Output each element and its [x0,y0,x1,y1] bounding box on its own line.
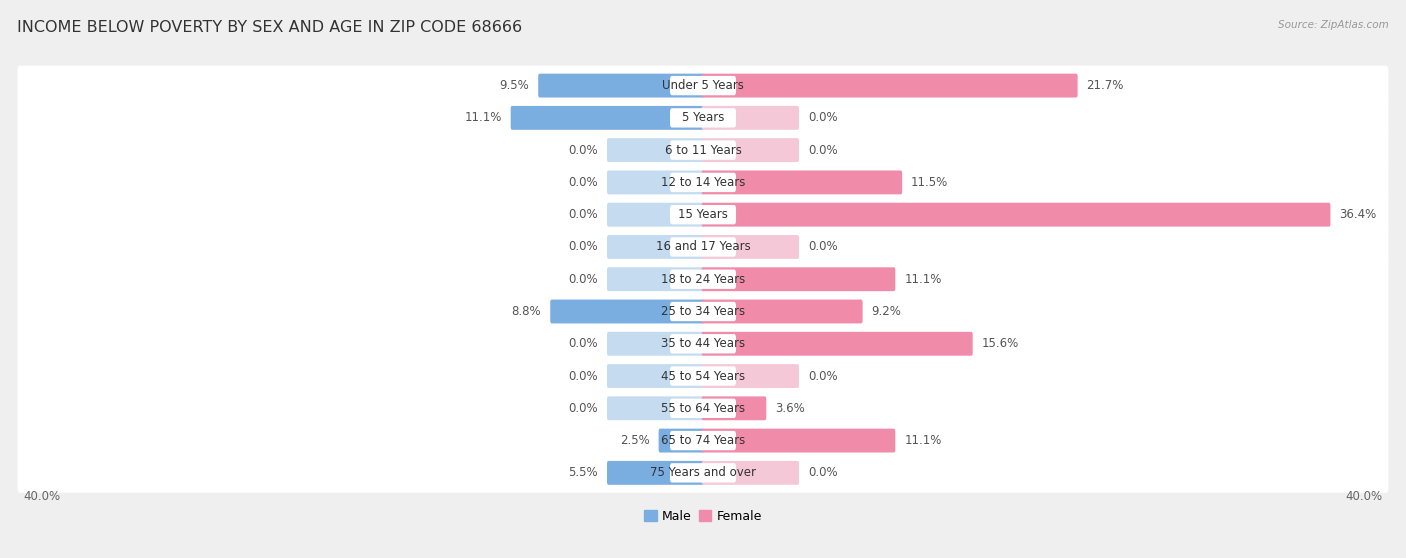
FancyBboxPatch shape [702,170,903,194]
FancyBboxPatch shape [18,98,1388,138]
FancyBboxPatch shape [671,173,735,192]
Text: 18 to 24 Years: 18 to 24 Years [661,273,745,286]
FancyBboxPatch shape [671,302,735,321]
Text: 8.8%: 8.8% [512,305,541,318]
FancyBboxPatch shape [18,388,1388,429]
FancyBboxPatch shape [18,421,1388,460]
FancyBboxPatch shape [702,332,973,355]
Text: INCOME BELOW POVERTY BY SEX AND AGE IN ZIP CODE 68666: INCOME BELOW POVERTY BY SEX AND AGE IN Z… [17,20,522,35]
FancyBboxPatch shape [550,300,704,324]
Text: 12 to 14 Years: 12 to 14 Years [661,176,745,189]
FancyBboxPatch shape [18,324,1388,364]
FancyBboxPatch shape [702,396,766,420]
Text: 35 to 44 Years: 35 to 44 Years [661,337,745,350]
Text: 5.5%: 5.5% [568,466,598,479]
Text: 45 to 54 Years: 45 to 54 Years [661,369,745,383]
FancyBboxPatch shape [671,398,735,418]
FancyBboxPatch shape [671,270,735,289]
FancyBboxPatch shape [18,66,1388,105]
FancyBboxPatch shape [18,259,1388,299]
FancyBboxPatch shape [702,203,1330,227]
Text: 6 to 11 Years: 6 to 11 Years [665,143,741,157]
FancyBboxPatch shape [607,170,704,194]
FancyBboxPatch shape [18,162,1388,203]
FancyBboxPatch shape [607,396,704,420]
FancyBboxPatch shape [510,106,704,130]
Text: 11.1%: 11.1% [464,112,502,124]
Text: 11.1%: 11.1% [904,273,942,286]
FancyBboxPatch shape [702,235,799,259]
Text: 0.0%: 0.0% [568,143,598,157]
FancyBboxPatch shape [607,138,704,162]
Text: 11.1%: 11.1% [904,434,942,447]
FancyBboxPatch shape [702,461,799,485]
Text: 40.0%: 40.0% [24,489,60,503]
FancyBboxPatch shape [658,429,704,453]
Text: 75 Years and over: 75 Years and over [650,466,756,479]
Text: 0.0%: 0.0% [568,208,598,221]
FancyBboxPatch shape [671,76,735,95]
Text: 0.0%: 0.0% [808,369,838,383]
Text: 3.6%: 3.6% [775,402,806,415]
FancyBboxPatch shape [607,364,704,388]
FancyBboxPatch shape [702,74,1077,98]
FancyBboxPatch shape [671,463,735,483]
FancyBboxPatch shape [671,431,735,450]
Text: 65 to 74 Years: 65 to 74 Years [661,434,745,447]
FancyBboxPatch shape [18,453,1388,493]
FancyBboxPatch shape [671,108,735,128]
Text: 0.0%: 0.0% [568,369,598,383]
Text: 0.0%: 0.0% [568,176,598,189]
FancyBboxPatch shape [607,235,704,259]
FancyBboxPatch shape [607,203,704,227]
Text: 15 Years: 15 Years [678,208,728,221]
FancyBboxPatch shape [702,300,863,324]
Text: 36.4%: 36.4% [1340,208,1376,221]
FancyBboxPatch shape [671,237,735,257]
FancyBboxPatch shape [18,195,1388,235]
FancyBboxPatch shape [671,141,735,160]
Text: 0.0%: 0.0% [808,143,838,157]
Text: 2.5%: 2.5% [620,434,650,447]
Text: 0.0%: 0.0% [568,402,598,415]
Legend: Male, Female: Male, Female [640,505,766,528]
Text: 0.0%: 0.0% [808,240,838,253]
FancyBboxPatch shape [607,461,704,485]
Text: 5 Years: 5 Years [682,112,724,124]
FancyBboxPatch shape [607,332,704,355]
FancyBboxPatch shape [671,334,735,353]
FancyBboxPatch shape [702,106,799,130]
FancyBboxPatch shape [671,205,735,224]
Text: 40.0%: 40.0% [1346,489,1382,503]
Text: 55 to 64 Years: 55 to 64 Years [661,402,745,415]
FancyBboxPatch shape [18,291,1388,331]
Text: 21.7%: 21.7% [1087,79,1123,92]
FancyBboxPatch shape [671,367,735,386]
Text: Under 5 Years: Under 5 Years [662,79,744,92]
Text: Source: ZipAtlas.com: Source: ZipAtlas.com [1278,20,1389,30]
Text: 0.0%: 0.0% [808,466,838,479]
FancyBboxPatch shape [702,138,799,162]
Text: 15.6%: 15.6% [981,337,1019,350]
Text: 16 and 17 Years: 16 and 17 Years [655,240,751,253]
FancyBboxPatch shape [18,356,1388,396]
FancyBboxPatch shape [702,267,896,291]
Text: 25 to 34 Years: 25 to 34 Years [661,305,745,318]
Text: 9.2%: 9.2% [872,305,901,318]
Text: 0.0%: 0.0% [568,273,598,286]
Text: 0.0%: 0.0% [808,112,838,124]
FancyBboxPatch shape [702,364,799,388]
FancyBboxPatch shape [702,429,896,453]
FancyBboxPatch shape [18,227,1388,267]
FancyBboxPatch shape [18,130,1388,170]
Text: 0.0%: 0.0% [568,337,598,350]
Text: 9.5%: 9.5% [499,79,529,92]
FancyBboxPatch shape [538,74,704,98]
FancyBboxPatch shape [607,267,704,291]
Text: 11.5%: 11.5% [911,176,949,189]
Text: 0.0%: 0.0% [568,240,598,253]
